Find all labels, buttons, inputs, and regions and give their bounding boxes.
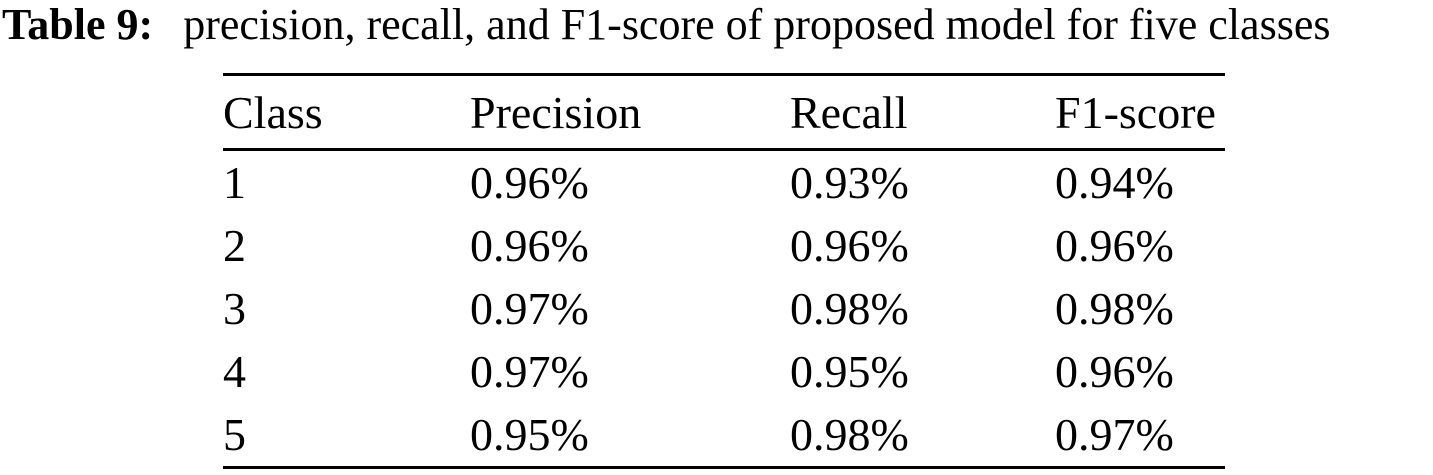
results-table: Class Precision Recall F1-score 1 0.96% … xyxy=(223,73,1225,469)
table-caption-label: Table 9: xyxy=(2,0,154,49)
cell-precision: 0.97% xyxy=(470,346,589,397)
cell-class: 5 xyxy=(223,409,246,460)
cell-class: 2 xyxy=(223,220,246,271)
table-caption: Table 9: precision, recall, and F1-score … xyxy=(2,0,1330,51)
table-row: 5 0.95% 0.98% 0.97% xyxy=(223,403,1225,468)
cell-f1-score: 0.98% xyxy=(1055,283,1174,334)
table-header: Class Precision Recall F1-score xyxy=(223,74,1225,151)
cell-class: 1 xyxy=(223,157,246,208)
header-precision: Precision xyxy=(470,74,790,151)
table-body: 1 0.96% 0.93% 0.94% 2 0.96% 0.96% 0.96% … xyxy=(223,150,1225,468)
table-row: 2 0.96% 0.96% 0.96% xyxy=(223,214,1225,277)
header-class: Class xyxy=(223,74,470,151)
table-row: 3 0.97% 0.98% 0.98% xyxy=(223,277,1225,340)
cell-class: 3 xyxy=(223,283,246,334)
table-row: 4 0.97% 0.95% 0.96% xyxy=(223,340,1225,403)
cell-f1-score: 0.96% xyxy=(1055,220,1174,271)
table-row: 1 0.96% 0.93% 0.94% xyxy=(223,150,1225,215)
cell-precision: 0.95% xyxy=(470,409,589,460)
header-row: Class Precision Recall F1-score xyxy=(223,74,1225,151)
cell-f1-score: 0.96% xyxy=(1055,346,1174,397)
cell-class: 4 xyxy=(223,346,246,397)
table-caption-text: precision, recall, and F1-score of propo… xyxy=(183,0,1331,49)
cell-recall: 0.95% xyxy=(790,346,909,397)
cell-recall: 0.96% xyxy=(790,220,909,271)
cell-recall: 0.93% xyxy=(790,157,909,208)
cell-f1-score: 0.97% xyxy=(1055,409,1174,460)
cell-precision: 0.96% xyxy=(470,220,589,271)
cell-recall: 0.98% xyxy=(790,409,909,460)
cell-recall: 0.98% xyxy=(790,283,909,334)
cell-f1-score: 0.94% xyxy=(1055,157,1174,208)
cell-precision: 0.96% xyxy=(470,157,589,208)
cell-precision: 0.97% xyxy=(470,283,589,334)
header-f1-score: F1-score xyxy=(1055,74,1225,151)
header-recall: Recall xyxy=(790,74,1055,151)
